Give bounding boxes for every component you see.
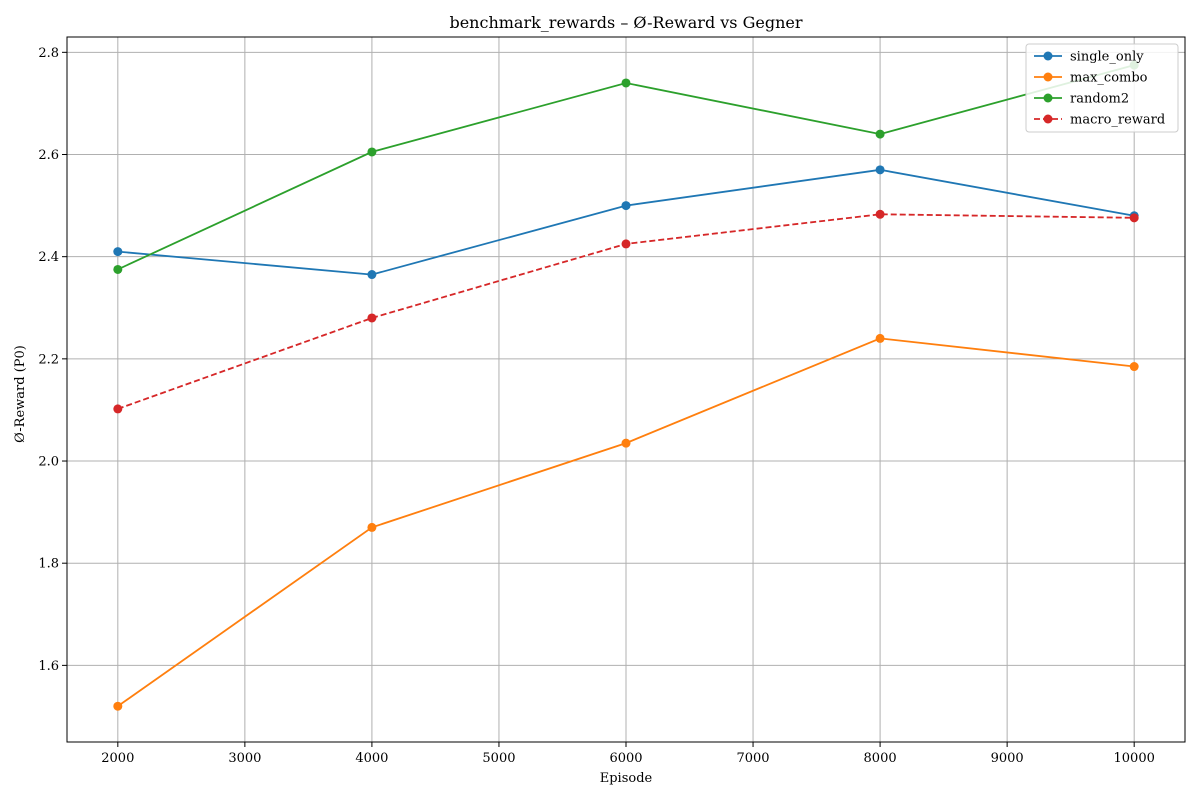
x-tick-label: 3000 <box>228 751 261 766</box>
data-point-random2 <box>113 264 123 274</box>
x-axis: 2000 3000 4000 5000 6000 7000 8000 9000 10000 <box>101 742 1155 766</box>
data-point-max_combo <box>875 333 885 343</box>
data-point-random2 <box>621 78 631 88</box>
y-tick-label: 2.4 <box>38 250 59 265</box>
legend-item-random2: random2 <box>1034 92 1129 107</box>
data-point-single_only <box>367 270 377 280</box>
x-tick-label: 6000 <box>609 751 642 766</box>
legend-marker <box>1043 51 1053 61</box>
series-max_combo <box>113 333 1139 711</box>
data-point-max_combo <box>621 438 631 448</box>
data-point-macro_reward <box>621 239 631 249</box>
grid-lines <box>67 37 1185 742</box>
x-tick-label: 4000 <box>355 751 388 766</box>
data-point-macro_reward <box>113 404 123 414</box>
data-point-macro_reward <box>875 209 885 219</box>
data-point-random2 <box>367 147 377 157</box>
data-point-macro_reward <box>367 313 377 323</box>
y-axis: 1.6 1.8 2.0 2.2 2.4 2.6 2.8 <box>38 46 67 674</box>
y-tick-label: 2.8 <box>38 46 59 61</box>
legend-label: macro_reward <box>1070 113 1165 128</box>
data-point-single_only <box>621 201 631 211</box>
y-tick-label: 1.6 <box>38 659 59 674</box>
series-macro_reward <box>113 209 1139 414</box>
data-point-max_combo <box>113 701 123 711</box>
legend-box <box>1025 43 1179 133</box>
legend-marker <box>1043 72 1053 82</box>
data-point-max_combo <box>367 522 377 532</box>
x-tick-label: 9000 <box>991 751 1024 766</box>
y-tick-label: 2.6 <box>38 148 59 163</box>
data-point-macro_reward <box>1129 213 1139 223</box>
legend-label: max_combo <box>1070 71 1148 86</box>
legend-item-max_combo: max_combo <box>1034 71 1148 86</box>
legend-item-macro_reward: macro_reward <box>1034 113 1165 128</box>
legend: single_only max_combo random2 macro_reward <box>1025 43 1179 133</box>
y-tick-label: 1.8 <box>38 557 59 572</box>
x-axis-label: Episode <box>600 771 653 786</box>
x-tick-label: 7000 <box>736 751 769 766</box>
y-axis-label: Ø-Reward (P0) <box>13 345 28 443</box>
series-layer <box>113 60 1139 711</box>
data-point-single_only <box>113 247 123 257</box>
legend-marker <box>1043 114 1053 124</box>
x-tick-label: 10000 <box>1114 751 1155 766</box>
y-tick-label: 2.2 <box>38 352 59 367</box>
chart-title: benchmark_rewards – Ø-Reward vs Gegner <box>449 13 802 32</box>
data-point-random2 <box>875 129 885 139</box>
x-tick-label: 2000 <box>101 751 134 766</box>
legend-label: random2 <box>1070 92 1129 107</box>
y-tick-label: 2.0 <box>38 455 59 470</box>
data-point-max_combo <box>1129 362 1139 372</box>
data-point-single_only <box>875 165 885 175</box>
x-tick-label: 8000 <box>864 751 897 766</box>
x-tick-label: 5000 <box>482 751 515 766</box>
legend-item-single_only: single_only <box>1034 50 1144 65</box>
series-single_only <box>113 165 1139 280</box>
legend-label: single_only <box>1070 50 1144 65</box>
legend-marker <box>1043 93 1053 103</box>
series-random2 <box>113 60 1139 274</box>
